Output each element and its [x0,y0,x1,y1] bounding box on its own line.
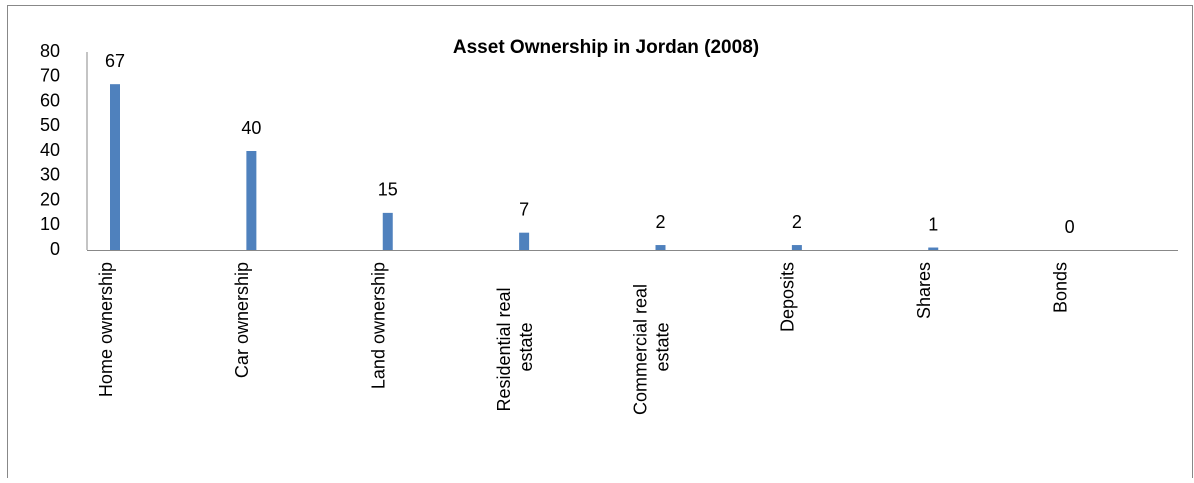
bar [246,151,257,250]
data-label: 2 [792,212,802,232]
x-tick-label: Bonds [1050,262,1070,313]
y-tick-label: 40 [40,140,60,160]
x-tick-label: Home ownership [96,262,116,397]
bar [382,212,393,250]
chart-title: Asset Ownership in Jordan (2008) [453,37,759,58]
data-label: 40 [241,118,261,138]
bar [791,245,802,250]
y-tick-label: 30 [40,165,60,185]
y-tick-label: 60 [40,90,60,110]
data-label: 67 [105,51,125,71]
data-label: 15 [378,180,398,200]
x-tick-label: Shares [914,262,934,319]
y-tick-label: 10 [40,214,60,234]
bar [655,245,666,250]
x-tick-label: Land ownership [369,262,389,389]
chart-border [7,5,1193,483]
bar [928,247,939,250]
y-tick-label: 20 [40,189,60,209]
x-tick-label: Residential real estate [494,282,536,411]
x-tick-label: Car ownership [232,262,252,378]
y-tick-label: 50 [40,115,60,135]
y-tick-label: 80 [40,41,60,61]
data-label: 7 [519,199,529,219]
y-tick-label: 70 [40,66,60,86]
bar [519,232,530,250]
bar [110,84,120,250]
data-label: 1 [928,214,938,234]
x-tick-label: Commercial real estate [630,279,672,415]
data-label: 2 [655,212,665,232]
x-tick-label: Deposits [778,262,798,332]
y-tick-label: 0 [50,239,60,259]
data-label: 0 [1065,217,1075,237]
